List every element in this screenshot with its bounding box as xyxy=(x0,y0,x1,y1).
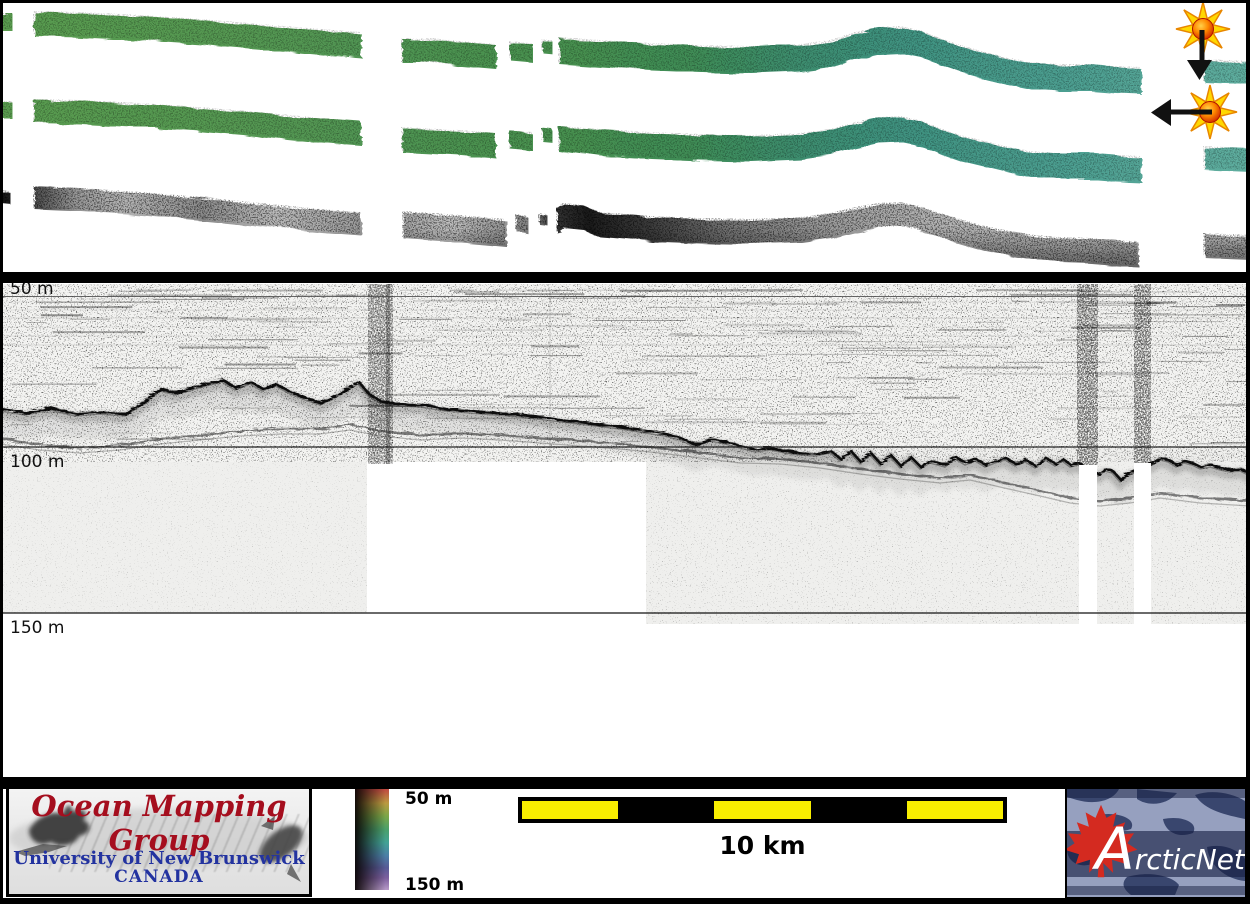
depth-colorbar xyxy=(355,789,389,890)
depth-label-50m: 50 m xyxy=(10,283,54,299)
sonar-swath-strips xyxy=(0,11,1250,265)
subbottom-profile-panel: 50 m 100 m 150 m xyxy=(0,283,1250,777)
omg-university: University of New Brunswick xyxy=(13,848,305,869)
depth-label-150m: 150 m xyxy=(10,618,64,638)
scale-bar-segment xyxy=(522,801,619,819)
omg-title: Ocean Mapping Group xyxy=(31,789,287,857)
bird-silhouette-left xyxy=(15,805,90,856)
border-right xyxy=(1246,0,1250,904)
colorbar-top-label: 50 m xyxy=(405,789,453,809)
bottom-edge-bar xyxy=(0,898,1250,904)
panel-divider-bar xyxy=(0,272,1250,283)
colorbar-bottom-label: 150 m xyxy=(405,875,465,895)
scale-bar-segment xyxy=(714,801,811,819)
border-top xyxy=(0,0,1250,3)
depth-label-100m: 100 m xyxy=(10,452,64,472)
border-left xyxy=(0,0,3,904)
arcticnet-logo: ArcticNet xyxy=(1065,787,1247,899)
footer-divider-bar xyxy=(0,777,1250,789)
swath-map-panel xyxy=(0,1,1250,265)
scale-bar-segment xyxy=(618,801,715,819)
ocean-mapping-group-logo: Ocean Mapping Group University of New Br… xyxy=(6,783,312,897)
arcticnet-wordmark: ArcticNet xyxy=(1091,815,1245,883)
omg-logo-art xyxy=(9,805,309,882)
omg-country: CANADA xyxy=(114,867,204,887)
seismic-section xyxy=(0,284,1250,777)
footer: Ocean Mapping Group University of New Br… xyxy=(0,783,1250,899)
omg-texture xyxy=(49,814,309,872)
scale-bar-segment xyxy=(906,801,1004,819)
scale-bar xyxy=(518,797,1007,823)
bird-silhouette-right xyxy=(259,816,303,882)
sun-illumination-left-icon xyxy=(1151,84,1238,140)
sun-illumination-down-icon xyxy=(1175,1,1231,80)
arcticnet-logo-art: ArcticNet xyxy=(1067,789,1245,895)
scale-bar-segment xyxy=(810,801,907,819)
scale-bar-label: 10 km xyxy=(719,831,806,860)
maple-leaf-icon xyxy=(1067,804,1138,878)
